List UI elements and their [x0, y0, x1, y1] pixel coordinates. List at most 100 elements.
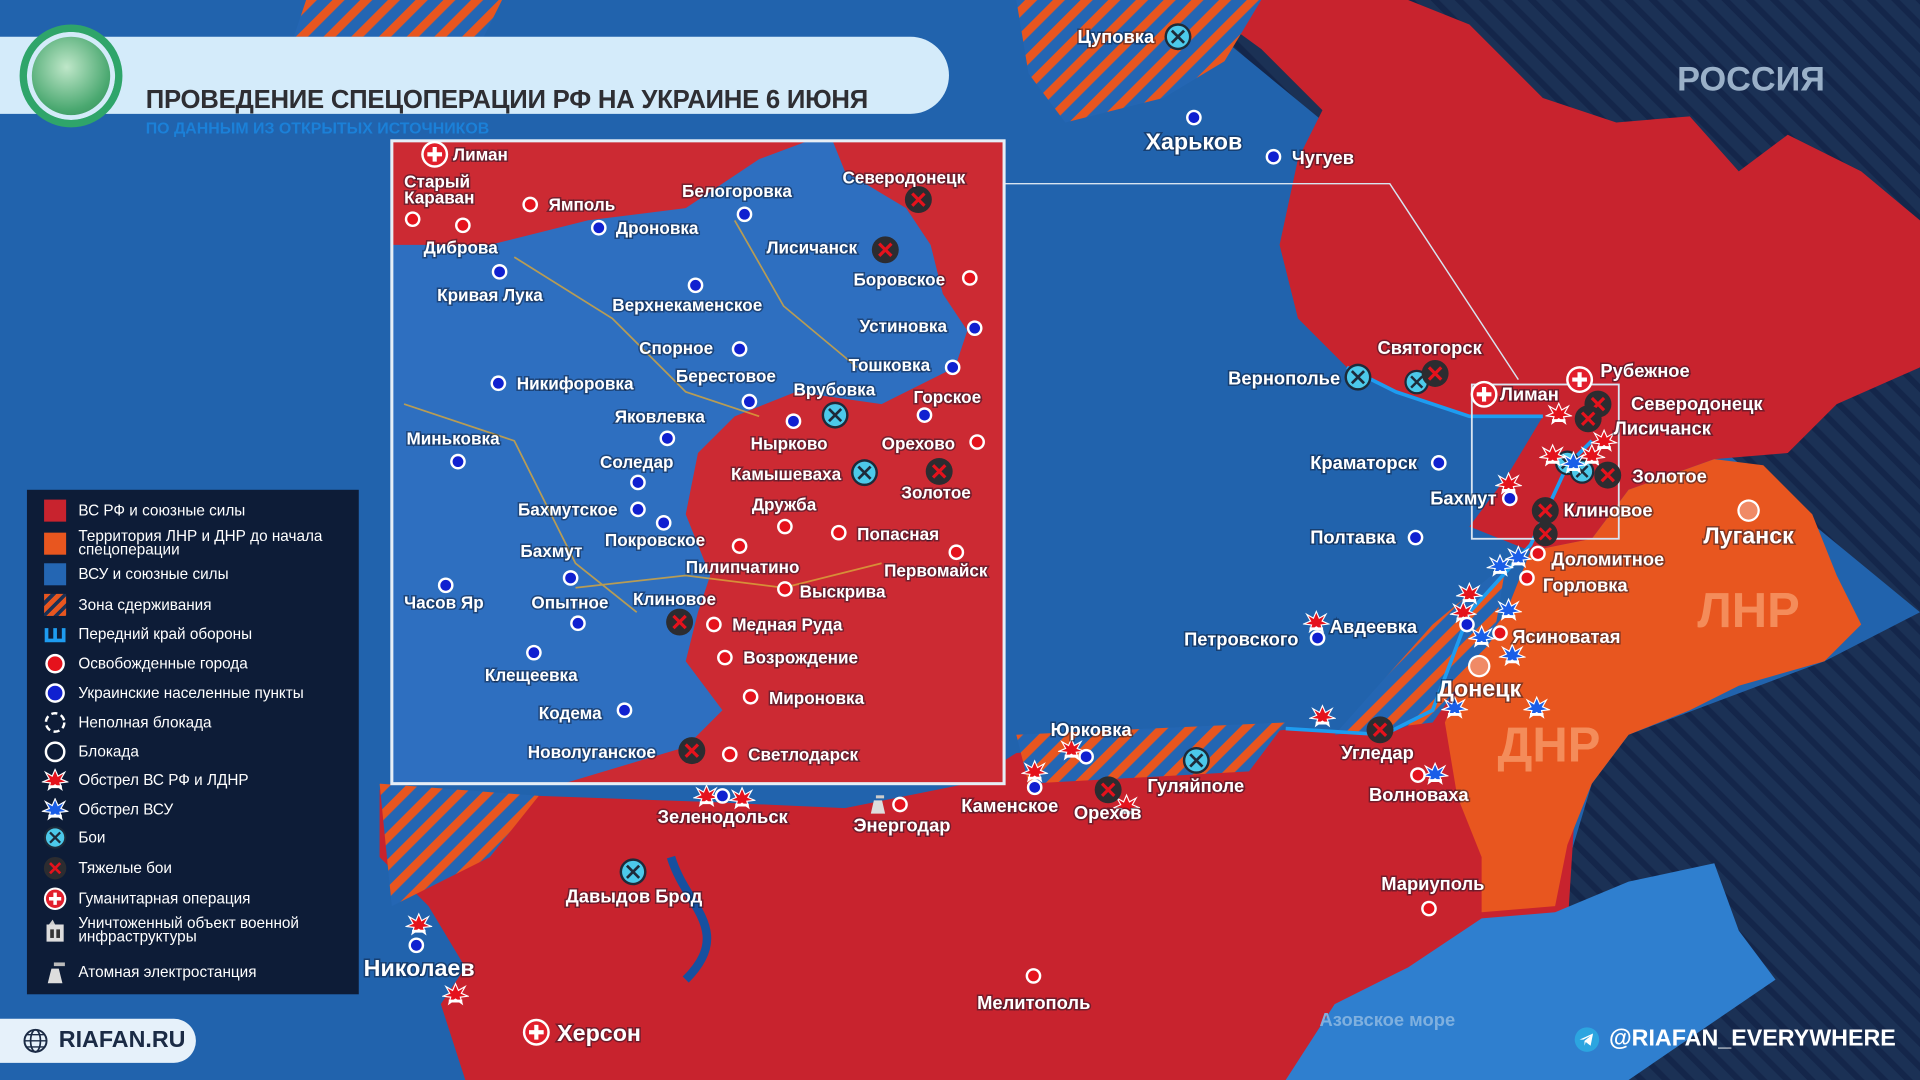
dnieper-river	[666, 855, 712, 983]
legend-label: Зона сдерживания	[78, 595, 212, 613]
site-name: RIAFAN.RU	[58, 1027, 186, 1054]
town-Новолуганское[interactable]: Новолуганское	[526, 735, 707, 766]
town-Энергодар[interactable]: Энергодар	[852, 795, 952, 837]
town-Выскрива[interactable]: Выскрива	[777, 580, 887, 603]
town-Гуляйполе[interactable]: Гуляйполе	[1146, 745, 1246, 798]
town-Давыдов Брод[interactable]: Давыдов Брод	[564, 857, 704, 908]
liberated-icon	[721, 746, 738, 763]
town-Зеленодольск[interactable]: Зеленодольск	[656, 788, 790, 828]
town-Верхнекаменское[interactable]: Верхнекаменское	[611, 277, 764, 317]
town-Возрождение[interactable]: Возрождение	[717, 646, 860, 669]
legend-label: Атомная электростанция	[78, 963, 257, 981]
town-Лиман[interactable]: Лиман	[421, 141, 509, 168]
town-Пилипчатино[interactable]: Пилипчатино	[684, 538, 801, 579]
town-label: Светлодарск	[748, 744, 858, 764]
town-Бахмут[interactable]: Бахмут	[1429, 486, 1518, 510]
red-square-icon	[42, 498, 69, 522]
inset-callout-line	[1004, 182, 1519, 380]
town-Попасная[interactable]: Попасная	[830, 522, 941, 546]
town-Ясиноватая[interactable]: Ясиноватая	[1492, 624, 1622, 648]
town-Опытное[interactable]: Опытное	[530, 591, 610, 632]
town-Ямполь[interactable]: Ямполь	[522, 193, 617, 216]
town-Каменское[interactable]: Каменское	[960, 779, 1060, 817]
town-label: Покровское	[605, 530, 705, 550]
town-Часов Яр[interactable]: Часов Яр	[403, 577, 485, 614]
town-Краматорск[interactable]: Краматорск	[1309, 450, 1447, 475]
legend-item: Гуманитарная операция	[42, 886, 251, 912]
town-label: Авдеевка	[1330, 616, 1418, 637]
town-Нырково[interactable]: Нырково	[749, 413, 829, 455]
town-Первомайск[interactable]: Первомайск	[883, 544, 989, 582]
town-Донецк[interactable]: Донецк	[1436, 654, 1523, 703]
town-Спорное[interactable]: Спорное	[638, 336, 748, 359]
town-Врубовка[interactable]: Врубовка	[792, 378, 877, 430]
town-Дружба[interactable]: Дружба	[750, 493, 818, 535]
town-Клиновое[interactable]: Клиновое	[1530, 495, 1654, 526]
town-Покровское[interactable]: Покровское	[603, 515, 707, 552]
town-Мариуполь[interactable]: Мариуполь	[1380, 872, 1486, 917]
town-Светлодарск[interactable]: Светлодарск	[721, 743, 860, 766]
town-Орехов[interactable]: Орехов	[1072, 775, 1143, 825]
town-label: Святогорск	[1378, 337, 1483, 358]
town-Тошковка[interactable]: Тошковка	[847, 353, 961, 377]
nuclear-plant-icon	[42, 960, 69, 984]
telegram-link[interactable]: @RIAFAN_EVERYWHERE	[1574, 1026, 1896, 1053]
town-Рубежное[interactable]: Рубежное	[1566, 359, 1691, 393]
town-Горловка[interactable]: Горловка	[1519, 570, 1630, 597]
lnr-dnr-territory	[1444, 459, 1862, 913]
ukrainian-icon	[562, 570, 579, 586]
liberated-icon	[1492, 625, 1508, 641]
town-Миньковка[interactable]: Миньковка	[405, 427, 502, 470]
town-Угледар[interactable]: Угледар	[1340, 715, 1415, 765]
town-Доломитное[interactable]: Доломитное	[1530, 545, 1666, 571]
town-Мироновка[interactable]: Мироновка	[742, 687, 866, 710]
town-Луганск[interactable]: Луганск	[1702, 499, 1796, 550]
town-Клещеевка[interactable]: Клещеевка	[483, 644, 580, 686]
town-Белогоровка[interactable]: Белогоровка	[681, 180, 794, 223]
town-Северодонецк[interactable]: Северодонецк	[1583, 389, 1765, 419]
town-Старый-Караван[interactable]: Старый Караван	[403, 170, 476, 228]
town-Чугуев[interactable]: Чугуев	[1265, 146, 1356, 170]
town-Диброва[interactable]: Диброва	[422, 217, 500, 259]
town-Золотое[interactable]: Золотое	[1593, 460, 1708, 490]
town-Яковлевка[interactable]: Яковлевка	[613, 405, 707, 447]
liberated-icon	[1410, 767, 1426, 783]
town-Горское[interactable]: Горское	[912, 385, 983, 423]
site-badge[interactable]: RIAFAN.RU	[0, 1018, 196, 1063]
town-Петровского[interactable]: Петровского	[1183, 627, 1326, 651]
town-Бахмут[interactable]: Бахмут	[519, 540, 584, 586]
town-Полтавка[interactable]: Полтавка	[1309, 525, 1424, 549]
town-Лисичанск[interactable]: Лисичанск	[1573, 404, 1713, 440]
town-Лисичанск[interactable]: Лисичанск	[765, 235, 901, 265]
town-Волноваха[interactable]: Волноваха	[1367, 767, 1471, 806]
town-Боровское[interactable]: Боровское	[852, 268, 978, 291]
town-Мелитополь[interactable]: Мелитополь	[976, 968, 1092, 1015]
town-Орехово[interactable]: Орехово	[880, 432, 985, 455]
town-Кодема[interactable]: Кодема	[537, 701, 633, 724]
battle-icon	[820, 400, 850, 430]
town-Никифоровка[interactable]: Никифоровка	[490, 372, 635, 395]
town-Святогорск[interactable]: Святогорск	[1376, 335, 1484, 389]
town-Устиновка[interactable]: Устиновка	[858, 314, 983, 337]
town-Соледар[interactable]: Соледар	[598, 450, 675, 491]
town-Харьков[interactable]: Харьков	[1144, 109, 1244, 156]
town-Лиман[interactable]: Лиман	[1471, 381, 1560, 408]
town-Камышеваха[interactable]: Камышеваха	[729, 457, 880, 488]
town-Николаев[interactable]: Николаев	[362, 937, 476, 982]
town-Юрковка[interactable]: Юрковка	[1049, 717, 1134, 765]
town-Авдеевка[interactable]: Авдеевка	[1328, 615, 1475, 639]
town-Вернополье[interactable]: Вернополье	[1227, 362, 1373, 392]
town-Цуповка[interactable]: Цуповка	[1076, 22, 1193, 52]
town-Бахмутское[interactable]: Бахмутское	[516, 498, 646, 521]
town-Херсон[interactable]: Херсон	[523, 1019, 643, 1047]
town-Берестовое[interactable]: Берестовое	[674, 365, 777, 410]
town-label: Полтавка	[1310, 527, 1396, 548]
town-Клиновое[interactable]: Клиновое	[632, 587, 718, 637]
town-Кривая Лука[interactable]: Кривая Лука	[436, 264, 545, 307]
town-Дроновка[interactable]: Дроновка	[590, 216, 700, 239]
town-Золотое[interactable]: Золотое	[900, 456, 972, 504]
town-Северодонецк[interactable]: Северодонецк	[841, 166, 967, 215]
town-Медная Руда[interactable]: Медная Руда	[706, 613, 844, 636]
